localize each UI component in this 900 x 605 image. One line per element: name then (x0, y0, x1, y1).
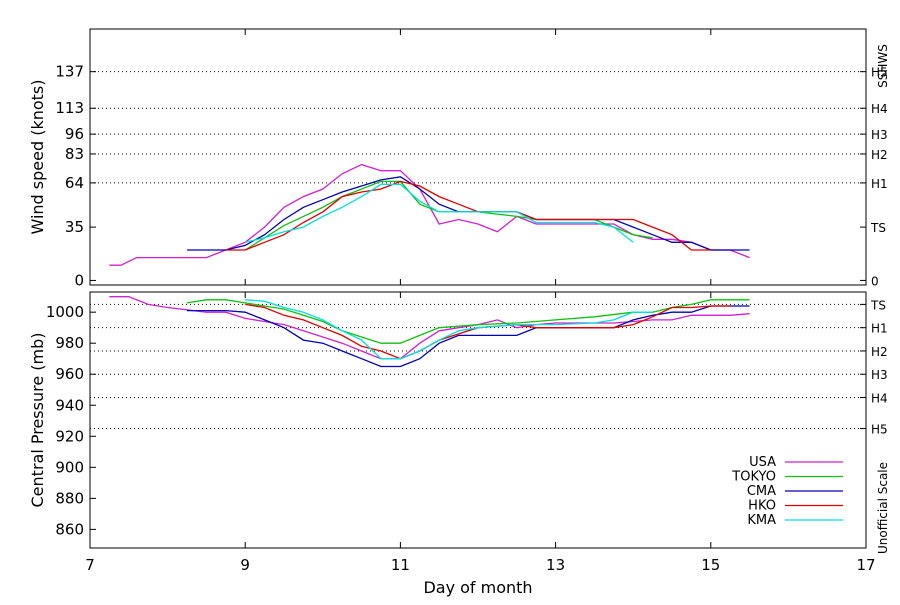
wind-scale-label-h4: H4 (871, 102, 888, 116)
pressure-ytick-label: 960 (55, 365, 84, 383)
legend-label-hko: HKO (748, 499, 776, 514)
pressure-ytick-label: 980 (55, 334, 84, 352)
pressure-ytick-label: 1000 (46, 303, 84, 321)
x-tick-label: 9 (240, 556, 250, 574)
wind-plot-frame (89, 28, 867, 286)
wind-y-axis-title: Wind speed (knots) (28, 79, 47, 234)
pressure-scale-label-h4: H4 (871, 392, 888, 406)
wind-ytick-label: 83 (65, 145, 84, 163)
pressure-ytick-label: 900 (55, 458, 84, 476)
pressure-ytick-label: 920 (55, 427, 84, 445)
legend-label-tokyo: TOKYO (731, 470, 776, 485)
pressure-scale-title: Unofficial Scale (876, 462, 890, 554)
pressure-ytick-label: 860 (55, 520, 84, 538)
wind-ytick-label: 0 (74, 271, 84, 289)
pressure-scale-label-h2: H2 (871, 345, 888, 359)
wind-scale-title: SSHWS (876, 44, 890, 88)
pressure-plot-frame (89, 291, 867, 549)
wind-scale-label-h3: H3 (871, 128, 888, 142)
wind-series-tokyo (244, 180, 653, 251)
legend-label-usa: USA (749, 455, 776, 470)
pressure-series-tokyo (186, 299, 750, 344)
wind-series-kma (245, 183, 634, 243)
pressure-series-hko (245, 303, 731, 360)
wind-series-cma (187, 176, 750, 251)
wind-ytick-label: 137 (55, 63, 84, 81)
x-axis-title: Day of month (423, 578, 532, 597)
pressure-series-cma (187, 305, 750, 368)
pressure-scale-label-h5: H5 (871, 423, 888, 437)
wind-speed-panel: 0 35 64 83 96 113 137 0 TS H1 H2 H3 H4 H5 Wind speed (… (28, 28, 890, 289)
wind-ytick-label: 35 (65, 218, 84, 236)
x-tick-label: 13 (546, 556, 565, 574)
x-tick-label: 15 (701, 556, 720, 574)
pressure-series-kma (245, 299, 653, 360)
wind-scale-label-0: 0 (871, 274, 879, 288)
wind-scale-label-ts: TS (870, 221, 886, 235)
central-pressure-panel: 860 880 900 920 940 960 980 1000 TS H1 H2 H3 H4 H5 Cen… (28, 291, 890, 554)
pressure-ytick-label: 880 (55, 489, 84, 507)
pressure-scale-label-h3: H3 (871, 368, 888, 382)
x-tick-label: 17 (856, 556, 875, 574)
legend-label-kma: KMA (747, 513, 776, 528)
wind-scale-label-h5: H5 (871, 66, 888, 80)
pressure-scale-label-h1: H1 (871, 322, 888, 336)
legend-label-cma: CMA (747, 484, 776, 499)
x-axis: 7 9 11 13 15 17 Day of month (85, 556, 875, 597)
wind-scale-label-h2: H2 (871, 148, 888, 162)
pressure-y-axis-title: Central Pressure (mb) (28, 333, 47, 508)
pressure-series-usa (109, 296, 750, 360)
wind-ytick-label: 64 (65, 174, 84, 192)
pressure-ytick-label: 940 (55, 396, 84, 414)
x-tick-label: 7 (85, 556, 95, 574)
x-tick-label: 11 (391, 556, 410, 574)
wind-scale-label-h1: H1 (871, 177, 888, 191)
pressure-scale-label-ts: TS (870, 298, 886, 312)
wind-ytick-label: 113 (55, 99, 84, 117)
wind-ytick-label: 96 (65, 125, 84, 143)
